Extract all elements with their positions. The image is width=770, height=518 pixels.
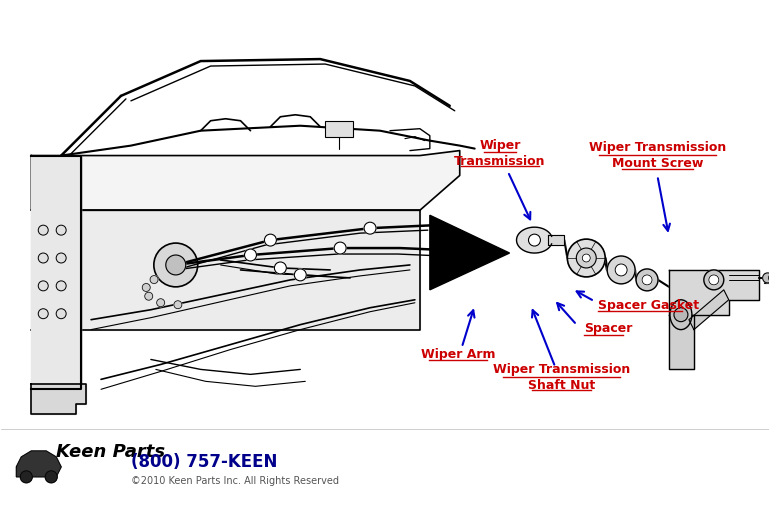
Circle shape (38, 309, 49, 319)
Circle shape (245, 249, 256, 261)
Polygon shape (517, 227, 551, 253)
Circle shape (45, 471, 57, 483)
Circle shape (762, 273, 770, 283)
Text: Keen Parts: Keen Parts (56, 443, 166, 461)
Polygon shape (430, 215, 510, 290)
Circle shape (174, 301, 182, 309)
Bar (325, 121, 353, 137)
Text: Wiper Arm: Wiper Arm (420, 348, 495, 361)
Circle shape (150, 276, 158, 283)
Text: ©2010 Keen Parts Inc. All Rights Reserved: ©2010 Keen Parts Inc. All Rights Reserve… (131, 476, 339, 486)
Circle shape (56, 281, 66, 291)
Circle shape (38, 281, 49, 291)
Polygon shape (32, 151, 460, 210)
Circle shape (56, 225, 66, 235)
Polygon shape (548, 235, 564, 245)
Circle shape (567, 239, 605, 277)
Circle shape (768, 273, 770, 283)
Circle shape (674, 308, 688, 322)
Circle shape (156, 299, 165, 307)
Text: Wiper Transmission
Shaft Nut: Wiper Transmission Shaft Nut (493, 363, 630, 392)
Circle shape (294, 269, 306, 281)
Text: (800) 757-KEEN: (800) 757-KEEN (131, 453, 277, 471)
Circle shape (636, 269, 658, 291)
Circle shape (582, 254, 591, 262)
Circle shape (38, 225, 49, 235)
Circle shape (704, 270, 724, 290)
Polygon shape (16, 451, 61, 477)
Circle shape (166, 255, 186, 275)
Ellipse shape (670, 300, 692, 329)
Text: Wiper
Transmission: Wiper Transmission (454, 139, 546, 168)
Circle shape (20, 471, 32, 483)
Circle shape (154, 243, 198, 287)
Text: Wiper Transmission
Mount Screw: Wiper Transmission Mount Screw (589, 141, 726, 170)
Circle shape (264, 234, 276, 246)
Circle shape (528, 234, 541, 246)
Text: Spacer: Spacer (584, 322, 633, 335)
Circle shape (642, 275, 652, 285)
Circle shape (142, 283, 150, 292)
Circle shape (364, 222, 376, 234)
Circle shape (56, 309, 66, 319)
Polygon shape (32, 384, 86, 414)
Circle shape (145, 292, 152, 300)
Bar (764, 273, 770, 283)
Text: Spacer Gasket: Spacer Gasket (598, 299, 699, 312)
Circle shape (274, 262, 286, 274)
Polygon shape (669, 315, 694, 369)
Polygon shape (32, 210, 420, 329)
Circle shape (38, 253, 49, 263)
Circle shape (608, 256, 635, 284)
Circle shape (576, 248, 596, 268)
Circle shape (56, 253, 66, 263)
Circle shape (334, 242, 346, 254)
Polygon shape (669, 270, 758, 315)
Polygon shape (32, 155, 81, 390)
Circle shape (615, 264, 627, 276)
Circle shape (709, 275, 718, 285)
Polygon shape (689, 290, 728, 329)
